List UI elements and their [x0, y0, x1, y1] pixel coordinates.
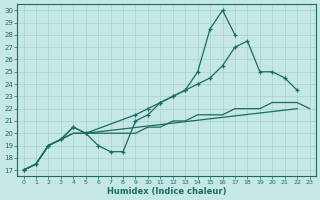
- X-axis label: Humidex (Indice chaleur): Humidex (Indice chaleur): [107, 187, 226, 196]
